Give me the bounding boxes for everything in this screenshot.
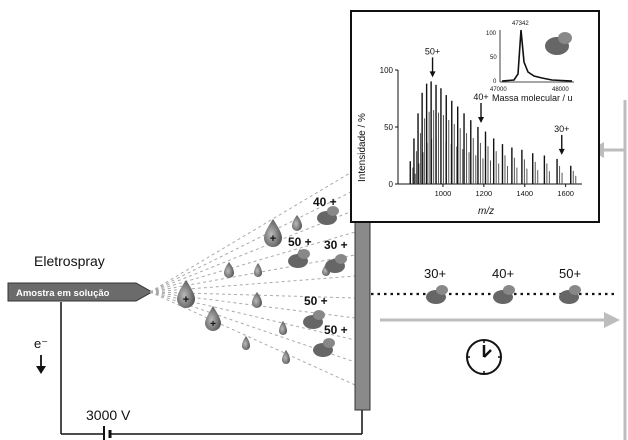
droplet-charge: +: [270, 233, 276, 245]
peak-annotation: 50+: [425, 46, 440, 56]
x-tick-label: 1400: [516, 189, 533, 198]
droplet-icon: [254, 263, 262, 277]
flight-charge-labels: 30+ 40+ 50+: [424, 266, 581, 281]
needle-label: Amostra em solução: [16, 288, 110, 299]
arrow-down-icon: [559, 149, 565, 155]
inner-y-tick: 50: [490, 55, 497, 61]
peak-annotation: 30+: [554, 124, 569, 134]
charge-label: 30 +: [324, 238, 348, 252]
clock-icon: [467, 340, 501, 374]
y-tick-label: 0: [389, 180, 394, 189]
y-ticks: 0 50 100: [380, 66, 398, 189]
voltage-label: 3000 V: [86, 407, 131, 423]
charge-label: 50 +: [324, 323, 348, 337]
droplet-icon: [252, 292, 262, 308]
inner-mass-plot: 100 50 0 47000 48000 47342 Massa molecul…: [486, 21, 574, 103]
inner-y-tick: 100: [486, 31, 497, 37]
charge-label: 30+: [424, 266, 446, 281]
electron-label: e⁻: [34, 336, 48, 351]
arrow-down-icon: [478, 117, 484, 123]
y-tick-label: 100: [380, 66, 394, 75]
protein-icon: [545, 32, 572, 55]
droplet-icon: [224, 262, 234, 278]
droplet-charge: +: [210, 319, 216, 330]
charge-label: 50+: [559, 266, 581, 281]
protein-icon: [493, 285, 515, 304]
protein-icon: [288, 249, 310, 268]
x-tick-label: 1000: [435, 189, 452, 198]
charge-label: 50 +: [304, 294, 328, 308]
droplet-charge: +: [183, 294, 189, 306]
x-tick-label: 1600: [557, 189, 574, 198]
arrow-right-icon: [604, 312, 620, 328]
droplet-icon: +: [264, 219, 282, 247]
electrospray-label: Eletrospray: [34, 253, 105, 269]
droplet-icon: [292, 215, 302, 231]
x-tick-label: 1200: [476, 189, 493, 198]
charge-label: 40+: [492, 266, 514, 281]
protein-icon: [426, 285, 448, 304]
protein-icon: [559, 285, 581, 304]
y-axis-label: Intensidade / %: [357, 113, 368, 182]
x-axis-label: m/z: [478, 206, 494, 217]
x-ticks: 1000 1200 1400 1600: [435, 184, 574, 198]
protein-icon: [303, 310, 325, 329]
droplet-icon: [279, 321, 287, 335]
droplet-icon: [242, 336, 250, 350]
protein-icon: [325, 254, 347, 273]
needle: Amostra em solução: [8, 283, 152, 301]
inner-x-label: Massa molecular / u: [492, 93, 573, 103]
y-tick-label: 50: [384, 123, 393, 132]
peak-annotation: 40+: [473, 92, 488, 102]
droplet-icon: +: [205, 306, 221, 331]
charge-label: 40 +: [313, 195, 337, 209]
mass-spectrum-inset: 0 50 100 1000 1200 1400 1600 50+ 40+ 30+ Intens…: [350, 10, 600, 223]
electron-arrow-icon: [36, 355, 46, 374]
inner-peak-label: 47342: [512, 21, 529, 27]
charge-label: 50 +: [288, 235, 312, 249]
arrow-down-icon: [430, 71, 436, 77]
inner-y-tick: 0: [493, 79, 497, 85]
